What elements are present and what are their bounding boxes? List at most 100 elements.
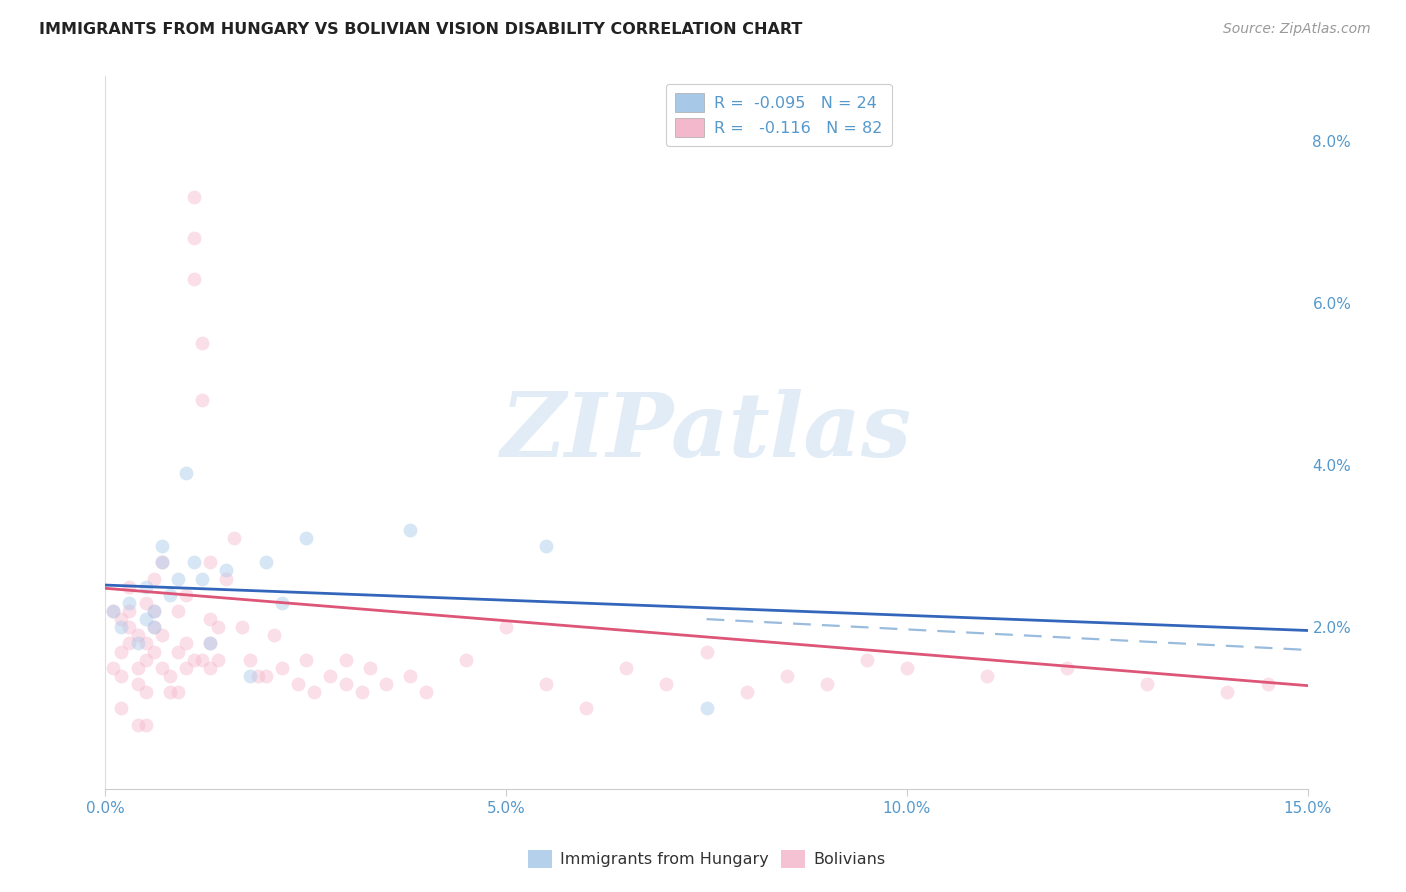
Point (1216, 685, 1239, 699)
Point (159, 669, 181, 683)
Point (127, 717, 149, 731)
Point (183, 231, 205, 245)
Point (270, 661, 292, 675)
Point (103, 661, 125, 675)
Point (1136, 677, 1159, 691)
Point (135, 596, 157, 610)
Point (415, 685, 437, 699)
Point (976, 669, 998, 683)
Point (295, 531, 318, 545)
Point (150, 539, 173, 553)
Legend: Immigrants from Hungary, Bolivians: Immigrants from Hungary, Bolivians (522, 844, 891, 874)
Point (142, 572, 165, 586)
Point (350, 685, 373, 699)
Text: ZIPatlas: ZIPatlas (501, 390, 912, 475)
Point (374, 677, 398, 691)
Point (295, 653, 318, 667)
Point (150, 661, 173, 675)
Point (159, 588, 181, 602)
Point (127, 628, 149, 642)
Point (183, 271, 205, 285)
Point (118, 636, 141, 650)
Point (127, 661, 149, 675)
Point (118, 596, 141, 610)
Point (150, 628, 173, 642)
Point (150, 555, 173, 569)
Point (335, 653, 357, 667)
Point (214, 564, 236, 578)
Point (495, 620, 517, 634)
Point (1257, 677, 1279, 691)
Point (399, 669, 422, 683)
Point (118, 620, 141, 634)
Point (207, 620, 229, 634)
Point (110, 701, 132, 715)
Point (142, 604, 165, 618)
Point (183, 190, 205, 204)
Point (222, 531, 245, 545)
Point (118, 580, 141, 594)
Point (190, 336, 212, 351)
Point (135, 612, 157, 626)
Point (655, 677, 678, 691)
Point (198, 636, 221, 650)
Point (159, 685, 181, 699)
Point (135, 580, 157, 594)
Point (207, 653, 229, 667)
Point (183, 653, 205, 667)
Point (110, 644, 132, 658)
Point (198, 636, 221, 650)
Point (302, 685, 325, 699)
Point (270, 596, 292, 610)
Point (198, 555, 221, 569)
Point (263, 628, 285, 642)
Point (135, 653, 157, 667)
Point (1056, 661, 1078, 675)
Point (454, 653, 477, 667)
Point (118, 604, 141, 618)
Point (198, 612, 221, 626)
Point (896, 661, 918, 675)
Point (183, 555, 205, 569)
Point (135, 636, 157, 650)
Point (254, 669, 277, 683)
Point (174, 636, 197, 650)
Point (135, 685, 157, 699)
Point (127, 677, 149, 691)
Text: Source: ZipAtlas.com: Source: ZipAtlas.com (1223, 22, 1371, 37)
Point (142, 620, 165, 634)
Point (150, 555, 173, 569)
Point (359, 661, 381, 675)
Point (127, 636, 149, 650)
Point (239, 653, 262, 667)
Point (335, 677, 357, 691)
Point (110, 612, 132, 626)
Point (287, 677, 309, 691)
Point (110, 669, 132, 683)
Point (190, 653, 212, 667)
Point (575, 701, 598, 715)
Point (696, 644, 718, 658)
Point (142, 604, 165, 618)
Point (190, 393, 212, 408)
Point (174, 466, 197, 480)
Point (735, 685, 758, 699)
Point (855, 653, 877, 667)
Point (239, 669, 262, 683)
Point (696, 701, 718, 715)
Point (166, 604, 188, 618)
Point (399, 523, 422, 537)
Point (231, 620, 253, 634)
Point (319, 669, 342, 683)
Point (616, 661, 638, 675)
Point (190, 572, 212, 586)
Point (142, 620, 165, 634)
Point (534, 677, 557, 691)
Point (214, 572, 236, 586)
Point (103, 604, 125, 618)
Point (254, 555, 277, 569)
Point (166, 572, 188, 586)
Point (534, 539, 557, 553)
Point (103, 604, 125, 618)
Point (246, 669, 269, 683)
